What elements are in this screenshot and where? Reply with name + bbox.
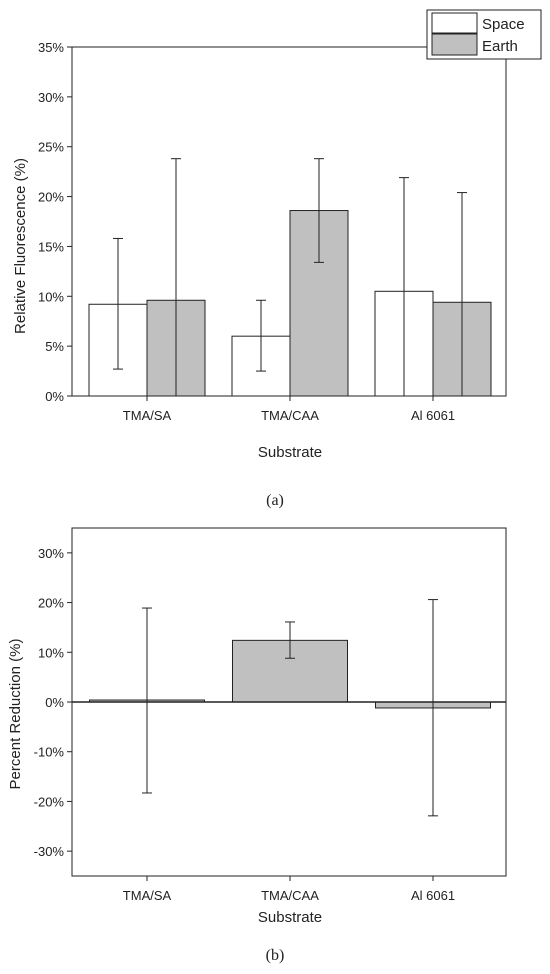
y-tick-label: -10%	[34, 745, 65, 760]
y-tick-label: 35%	[38, 40, 64, 55]
chart-b: -30% -20% -10% 0% 10% 20% 30% TMA/SA TMA/CAA Al …	[7, 527, 507, 926]
chart-a-x-label: Substrate	[258, 444, 322, 461]
y-tick-label: 0%	[45, 695, 64, 710]
y-tick-label: 20%	[38, 596, 64, 611]
y-tick-label: -20%	[34, 794, 65, 809]
x-tick-label: TMA/CAA	[261, 888, 319, 903]
chart-a-legend: Space Earth	[426, 9, 542, 60]
legend-swatch-earth	[431, 33, 478, 56]
legend-label-earth: Earth	[482, 38, 518, 55]
x-tick-label: TMA/SA	[123, 408, 172, 423]
chart-b-x-axis: TMA/SA TMA/CAA Al 6061	[123, 876, 455, 903]
x-tick-label: TMA/CAA	[261, 408, 319, 423]
y-tick-label: 0%	[45, 389, 64, 404]
chart-a: 0% 5% 10% 15% 20% 25% 30% 35% TMA/SA TMA/CAA Al 6…	[12, 9, 542, 461]
chart-a-y-label: Relative Fluorescence (%)	[12, 158, 29, 334]
x-tick-label: TMA/SA	[123, 888, 172, 903]
legend-swatch-space	[431, 12, 478, 34]
y-tick-label: 10%	[38, 289, 64, 304]
chart-a-x-axis: TMA/SA TMA/CAA Al 6061	[123, 396, 455, 423]
caption-b: (b)	[266, 947, 285, 964]
chart-a-y-axis: 0% 5% 10% 15% 20% 25% 30% 35%	[38, 40, 72, 404]
caption-a: (a)	[266, 492, 284, 509]
chart-b-y-label: Percent Reduction (%)	[7, 639, 24, 790]
y-tick-label: 10%	[38, 645, 64, 660]
chart-a-error-bars	[113, 158, 467, 397]
y-tick-label: 30%	[38, 90, 64, 105]
chart-b-y-axis: -30% -20% -10% 0% 10% 20% 30%	[34, 546, 72, 859]
legend-label-space: Space	[482, 16, 525, 33]
y-tick-label: -30%	[34, 844, 65, 859]
x-tick-label: Al 6061	[411, 408, 455, 423]
chart-b-error-bars	[142, 599, 438, 817]
chart-b-x-label: Substrate	[258, 909, 322, 926]
y-tick-label: 30%	[38, 546, 64, 561]
y-tick-label: 15%	[38, 239, 64, 254]
y-tick-label: 25%	[38, 140, 64, 155]
y-tick-label: 5%	[45, 339, 64, 354]
chart-a-bars	[88, 210, 492, 397]
y-tick-label: 20%	[38, 190, 64, 205]
x-tick-label: Al 6061	[411, 888, 455, 903]
